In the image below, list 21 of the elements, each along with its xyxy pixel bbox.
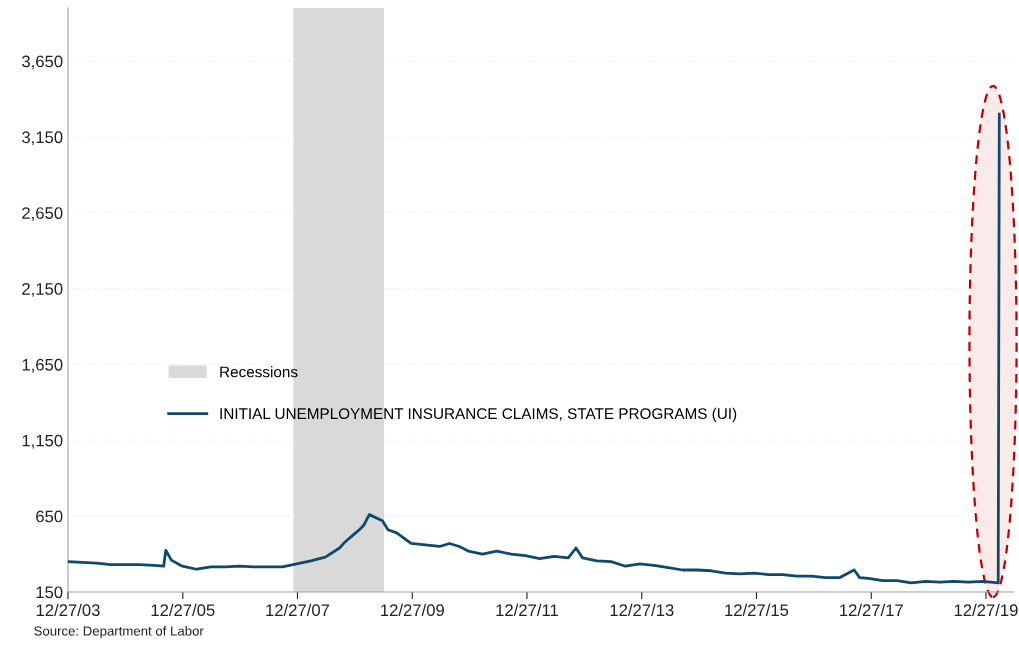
x-tick-label: 12/27/09 xyxy=(381,603,444,617)
legend-label: INITIAL UNEMPLOYMENT INSURANCE CLAIMS, STATE PROGRAMS (UI) xyxy=(220,407,737,423)
x-tick-label: 12/27/03 xyxy=(36,603,100,617)
x-tick-label: 12/27/13 xyxy=(610,603,674,617)
y-tick-label: 650 xyxy=(36,510,63,523)
x-tick-label: 12/27/15 xyxy=(725,603,789,617)
x-tick-label: 12/27/19 xyxy=(954,603,1018,617)
y-tick-label: 2,650 xyxy=(22,207,63,221)
x-tick-label: 12/27/17 xyxy=(840,603,903,617)
y-tick-label: 3,150 xyxy=(22,131,63,146)
band-label: Recessions xyxy=(220,366,298,378)
y-tick-label: 3,650 xyxy=(22,55,63,70)
y-tick-label: 1,650 xyxy=(22,358,63,373)
x-tick-label: 12/27/05 xyxy=(151,603,215,617)
y-tick-label: 1,150 xyxy=(22,434,63,449)
line-series xyxy=(67,112,1001,585)
x-tick-label: 12/27/07 xyxy=(266,603,330,617)
y-tick-label: 2,150 xyxy=(22,283,63,297)
x-tick-label: 12/27/11 xyxy=(496,603,558,617)
y-tick-label: 150 xyxy=(36,586,63,599)
source-note: Source: Department of Labor xyxy=(34,625,204,639)
